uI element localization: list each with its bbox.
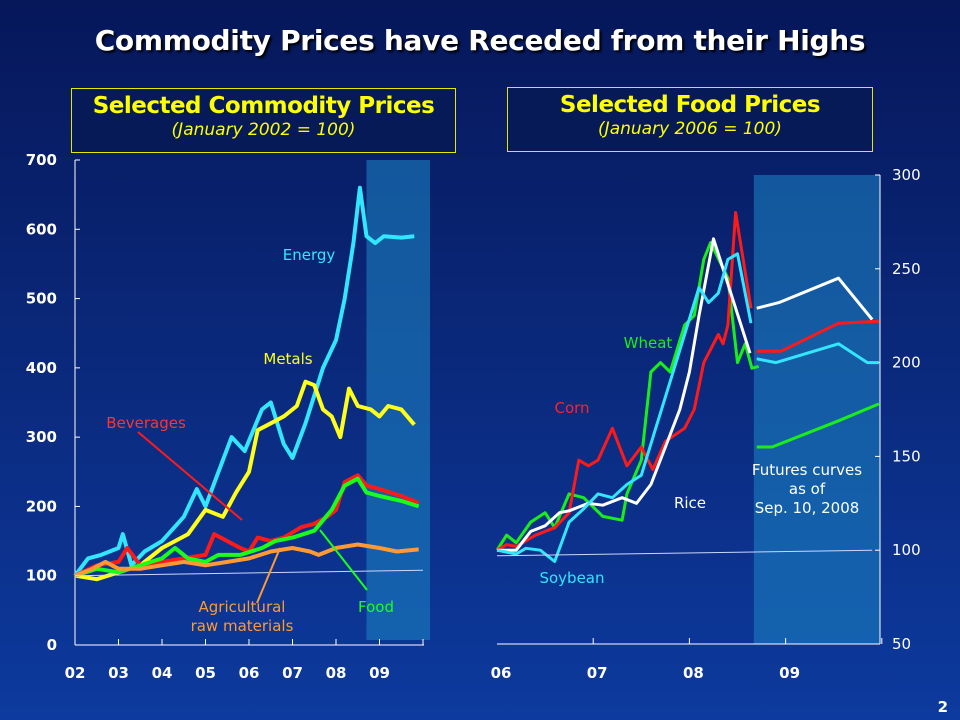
y-tick-label: 300 (26, 428, 57, 446)
series-label-food: Food (358, 598, 394, 616)
y-tick-label: 200 (892, 354, 921, 372)
agricultural-pointer-line (256, 547, 281, 604)
y-tick-label: 100 (26, 567, 57, 585)
y-tick-label: 0 (47, 636, 57, 654)
left-chart-title: Selected Commodity Prices (92, 93, 435, 119)
x-tick-label: 06 (239, 664, 260, 682)
series-label-futures-2: as of (789, 480, 826, 498)
y-tick-label: 250 (892, 260, 921, 278)
y-tick-label: 300 (892, 166, 921, 184)
page-number: 2 (937, 698, 948, 716)
series-line-corn (496, 211, 753, 552)
series-label-metals: Metals (263, 350, 312, 368)
right-chart-title: Selected Food Prices (559, 92, 821, 118)
series-line-corn-futures (756, 319, 879, 353)
food-pointer-line (319, 529, 368, 591)
series-label-futures-3: Sep. 10, 2008 (755, 499, 860, 517)
series-line-energy (73, 185, 415, 577)
y-tick-label: 400 (26, 359, 57, 377)
series-label-beverages: Beverages (106, 414, 186, 432)
y-tick-label: 100 (892, 541, 921, 559)
series-label-corn: Corn (554, 399, 589, 417)
baseline-100-line (74, 569, 424, 577)
series-line-soybean (496, 252, 753, 563)
y-tick-label: 500 (26, 290, 57, 308)
baseline-100-line (496, 549, 873, 557)
x-tick-label: 06 (491, 664, 512, 682)
x-tick-label: 07 (282, 664, 303, 682)
right-chart-title-box: Selected Food Prices (January 2006 = 100… (507, 87, 873, 152)
series-line-rice-futures (756, 276, 874, 321)
x-tick-label: 08 (326, 664, 347, 682)
y-tick-label: 150 (892, 447, 921, 465)
series-line-soybean-futures (756, 342, 879, 365)
series-label-soybean: Soybean (539, 569, 604, 587)
series-label-agri-1: Agricultural (199, 598, 286, 616)
x-tick-label: 09 (779, 664, 800, 682)
left-chart-title-box: Selected Commodity Prices (January 2002 … (71, 88, 456, 153)
series-line-wheat-futures (756, 402, 880, 449)
x-tick-label: 07 (587, 664, 608, 682)
series-line-metals (74, 379, 416, 582)
left-chart-subtitle: (January 2002 = 100) (171, 120, 356, 140)
y-tick-label: 200 (26, 497, 57, 515)
series-line-agricultural-raw-materials (74, 542, 419, 578)
y-tick-label: 600 (26, 220, 57, 238)
x-tick-label: 05 (195, 664, 216, 682)
series-label-futures-1: Futures curves (752, 461, 862, 479)
series-label-wheat: Wheat (624, 334, 673, 352)
right-chart-subtitle: (January 2006 = 100) (598, 119, 782, 139)
series-line-food (74, 476, 420, 578)
x-tick-label: 02 (65, 664, 86, 682)
x-tick-label: 08 (683, 664, 704, 682)
series-label-agri-2: raw materials (191, 617, 294, 635)
series-label-rice: Rice (674, 494, 706, 512)
page-title: Commodity Prices have Receded from their… (94, 24, 866, 57)
series-line-rice (497, 237, 752, 552)
y-tick-label: 700 (26, 151, 57, 169)
y-tick-label: 50 (892, 635, 911, 653)
beverages-pointer-line (137, 431, 243, 521)
forecast-shaded-region (366, 160, 430, 640)
forecast-shaded-region (753, 175, 880, 644)
x-tick-label: 03 (108, 664, 129, 682)
x-tick-label: 09 (369, 664, 390, 682)
series-label-energy: Energy (283, 246, 336, 264)
x-tick-label: 04 (152, 664, 173, 682)
